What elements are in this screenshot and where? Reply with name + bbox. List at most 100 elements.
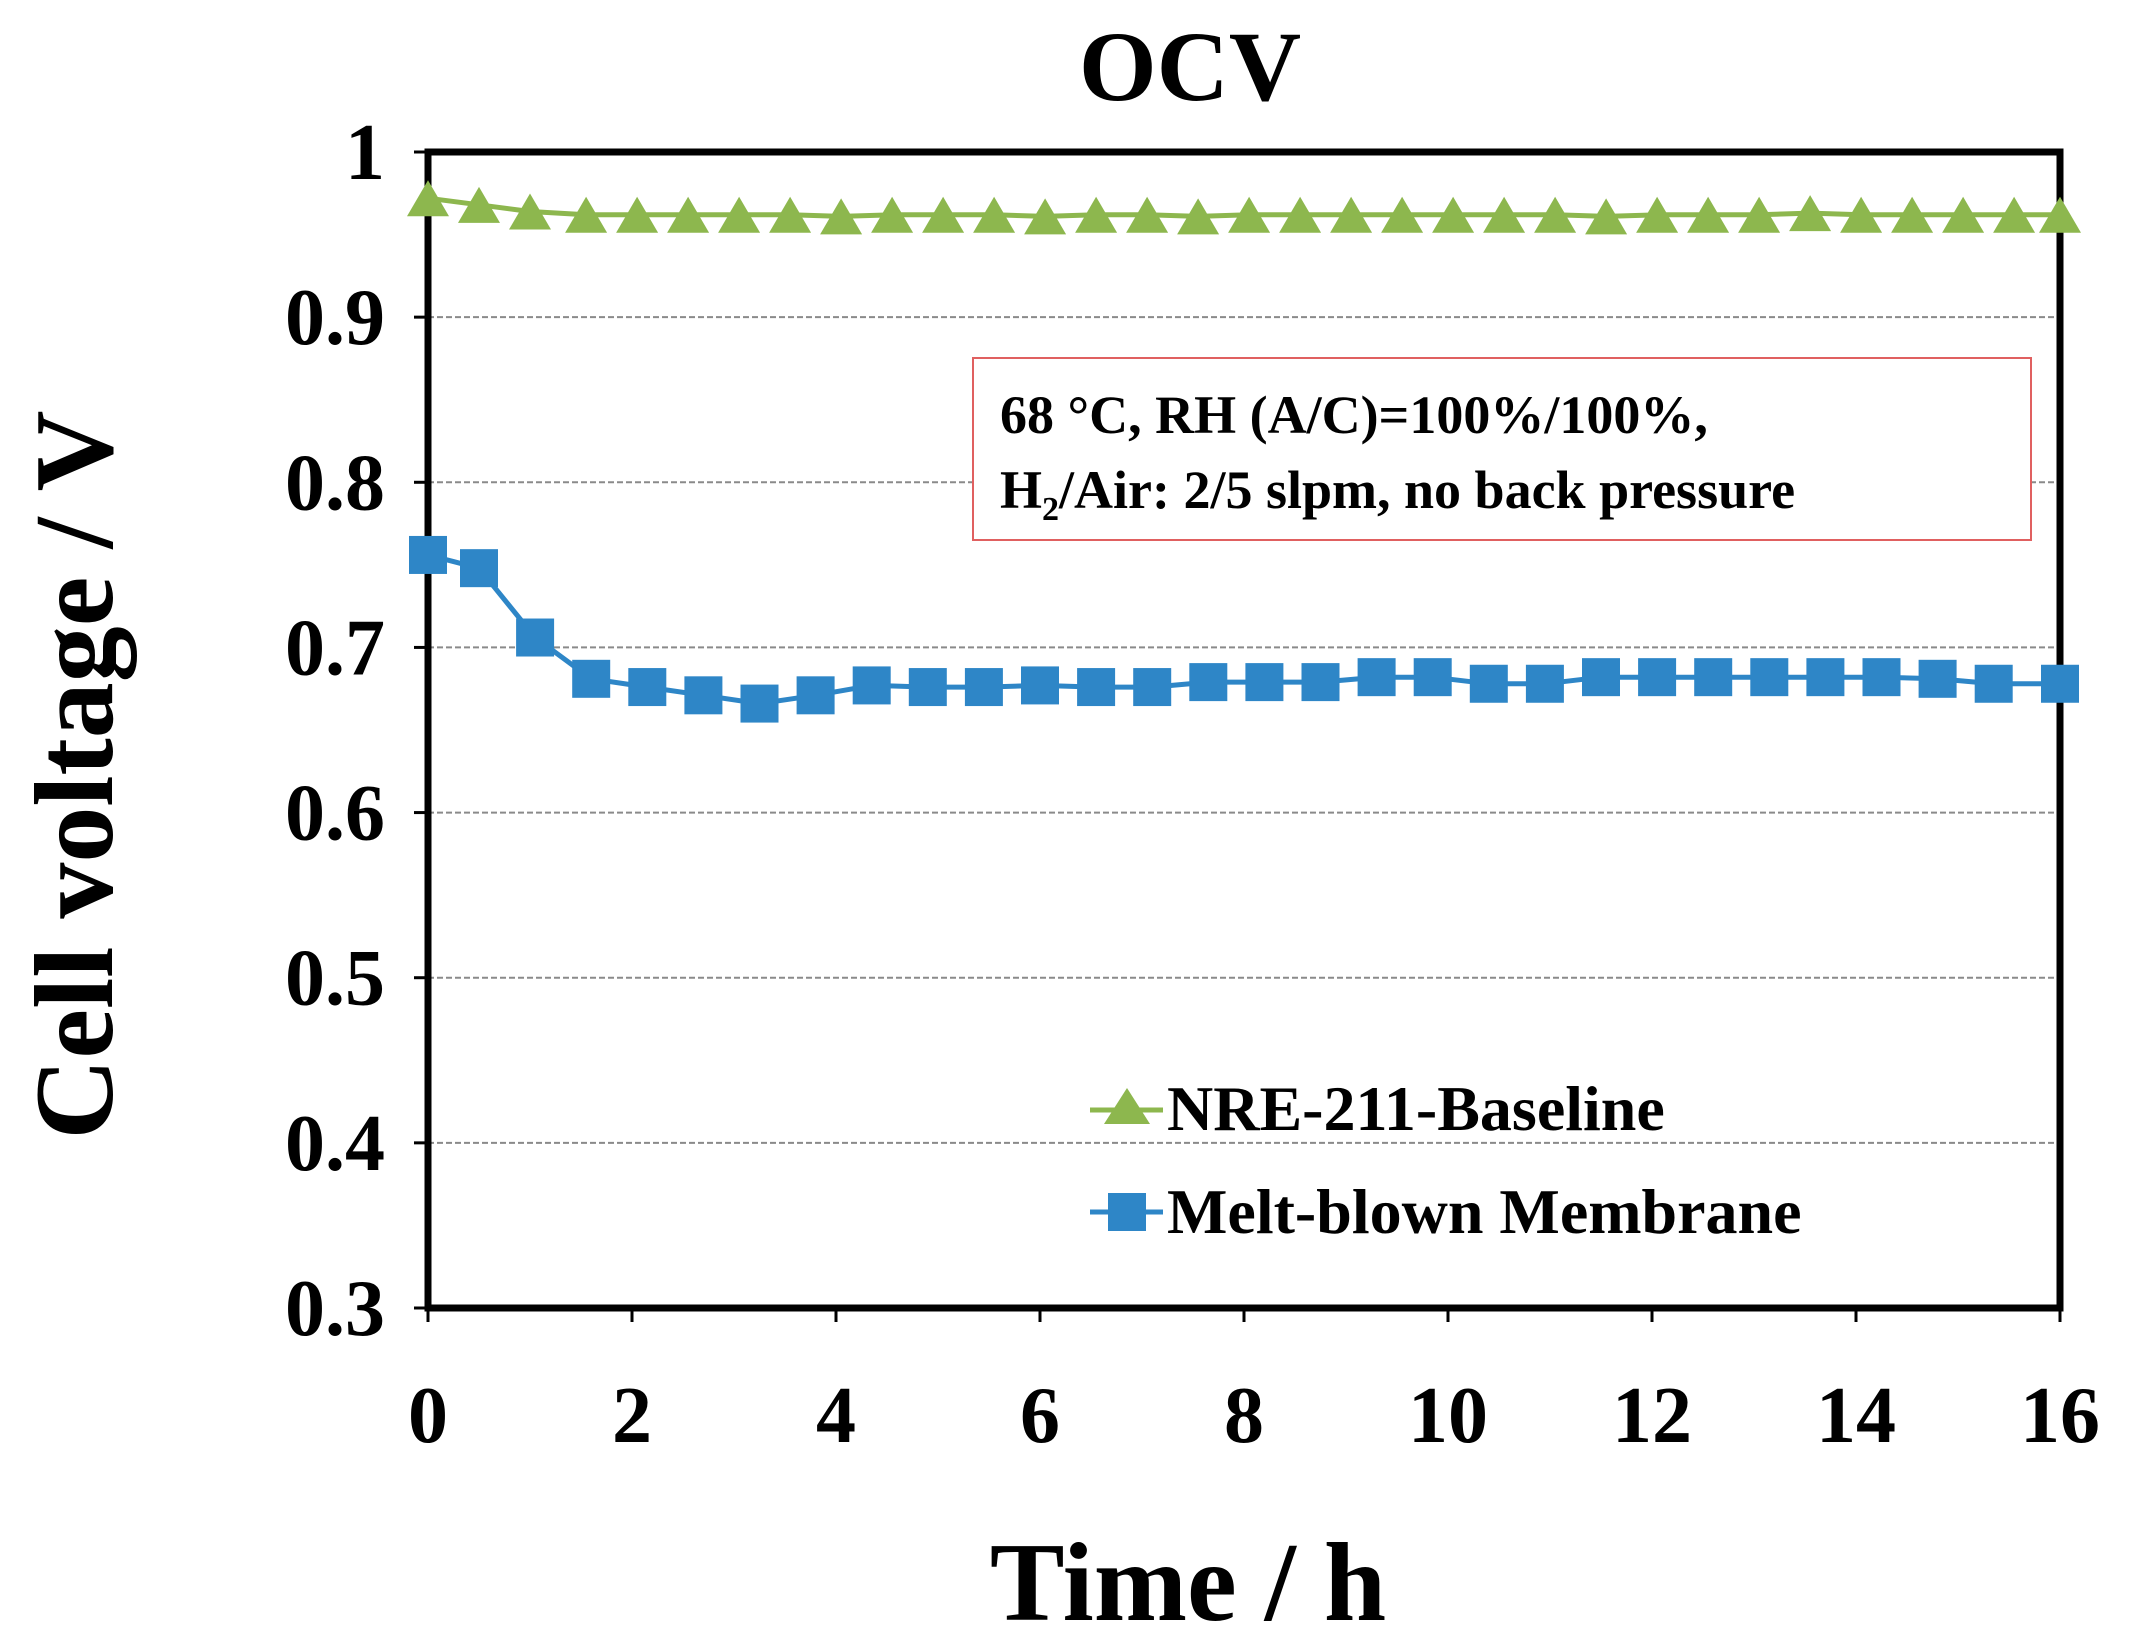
data-point-square [740, 684, 779, 723]
legend-label-baseline: NRE-211-Baseline [1167, 1073, 1665, 1144]
data-point-triangle [1942, 196, 1985, 233]
data-point-triangle [407, 180, 449, 217]
y-tick-label: 0.9 [285, 274, 385, 362]
data-point-square [1806, 658, 1845, 697]
annotation-line-1: 68 °C, RH (A/C)=100%/100%, [1000, 385, 1708, 445]
y-tick-label: 0.3 [285, 1265, 385, 1353]
data-point-triangle [1534, 196, 1577, 233]
legend-swatch-square-meltblown [1108, 1193, 1146, 1231]
chart-title: OCV [1079, 11, 1301, 122]
annotation-h: H [1000, 460, 1042, 520]
data-point-triangle [1993, 196, 2036, 233]
data-point-square [628, 668, 667, 707]
data-point-triangle [1177, 198, 1220, 235]
data-point-square [1021, 666, 1059, 705]
y-tick-label: 0.6 [285, 770, 385, 858]
y-tick-label: 1 [345, 109, 385, 197]
data-point-square [1301, 663, 1340, 702]
data-point-square [908, 668, 947, 707]
x-tick-label: 12 [1612, 1372, 1692, 1460]
annotation-line-2: H2/Air: 2/5 slpm, no back pressure [1000, 460, 1795, 528]
x-tick-labels: 0 2 4 6 8 10 12 14 16 [408, 1372, 2100, 1460]
data-point-triangle [1075, 196, 1118, 233]
x-axis-label: Time / h [990, 1521, 1386, 1645]
data-point-square [1245, 663, 1284, 702]
legend-label-meltblown: Melt-blown Membrane [1167, 1176, 1802, 1247]
data-point-square [1357, 658, 1396, 697]
data-point-triangle [565, 196, 608, 233]
data-point-square [684, 676, 723, 715]
plot-area-frame [424, 148, 2064, 1312]
data-point-triangle [1585, 198, 1628, 235]
y-tick-label: 0.7 [285, 604, 385, 692]
data-point-triangle [458, 186, 500, 223]
data-point-triangle [1432, 196, 1475, 233]
data-point-square [1469, 664, 1508, 703]
data-point-square [964, 668, 1003, 707]
x-tick-label: 6 [1020, 1372, 1060, 1460]
data-point-square [1974, 664, 2013, 703]
data-point-square [1750, 658, 1789, 697]
x-tick-label: 16 [2020, 1372, 2100, 1460]
y-tick-label: 0.4 [285, 1100, 385, 1188]
data-point-square [1862, 658, 1901, 697]
legend-swatch-triangle-baseline [1104, 1088, 1150, 1124]
data-point-triangle [1279, 196, 1322, 233]
data-point-triangle [820, 198, 863, 235]
data-point-triangle [616, 196, 659, 233]
data-point-square [1638, 658, 1677, 697]
data-point-triangle [718, 196, 761, 233]
data-point-triangle [1636, 196, 1679, 233]
data-point-triangle [509, 193, 551, 230]
data-point-triangle [1126, 196, 1169, 233]
data-point-triangle [667, 196, 710, 233]
x-tick-label: 8 [1224, 1372, 1264, 1460]
y-axis-label: Cell voltage / V [13, 411, 137, 1140]
y-tick-label: 0.5 [285, 935, 385, 1023]
data-point-triangle [769, 196, 812, 233]
data-point-square [1525, 664, 1564, 703]
data-point-square [1694, 658, 1733, 697]
data-point-triangle [1687, 196, 1730, 233]
data-point-triangle [1228, 196, 1271, 233]
data-point-square [516, 618, 555, 657]
x-tick-label: 2 [612, 1372, 652, 1460]
data-point-square [852, 666, 891, 705]
y-tick-label: 0.8 [285, 439, 385, 527]
annotation-rest: /Air: 2/5 slpm, no back pressure [1058, 460, 1795, 520]
data-point-square [1582, 658, 1620, 697]
x-tick-label: 14 [1816, 1372, 1896, 1460]
data-point-square [572, 659, 611, 698]
data-point-triangle [1840, 196, 1883, 233]
legend: NRE-211-Baseline Melt-blown Membrane [1090, 1073, 1802, 1247]
data-point-triangle [973, 196, 1016, 233]
data-point-triangle [1381, 196, 1424, 233]
x-tick-label: 0 [408, 1372, 448, 1460]
data-point-square [1077, 668, 1116, 707]
annotation-box: 68 °C, RH (A/C)=100%/100%, H2/Air: 2/5 s… [972, 357, 2032, 541]
data-point-triangle [1789, 195, 1832, 232]
data-point-square [460, 549, 498, 588]
data-point-square [1918, 659, 1957, 698]
data-point-square [409, 535, 447, 574]
data-point-triangle [871, 196, 914, 233]
data-point-square [2041, 664, 2079, 703]
annotation-subscript: 2 [1042, 491, 1059, 528]
annotation-border [972, 357, 2032, 541]
data-point-triangle [2039, 196, 2081, 233]
data-point-triangle [922, 196, 965, 233]
data-point-square [1133, 668, 1172, 707]
x-tick-label: 4 [816, 1372, 856, 1460]
data-point-triangle [1738, 196, 1781, 233]
y-tick-labels: 0.3 0.4 0.5 0.6 0.7 0.8 0.9 1 [285, 109, 385, 1353]
data-point-triangle [1891, 196, 1934, 233]
data-point-square [1189, 663, 1228, 702]
data-point-triangle [1024, 198, 1067, 235]
x-tick-label: 10 [1408, 1372, 1488, 1460]
data-point-triangle [1330, 196, 1373, 233]
series-markers [407, 180, 2081, 723]
data-point-triangle [1483, 196, 1526, 233]
data-point-square [796, 676, 835, 715]
data-point-square [1413, 658, 1452, 697]
